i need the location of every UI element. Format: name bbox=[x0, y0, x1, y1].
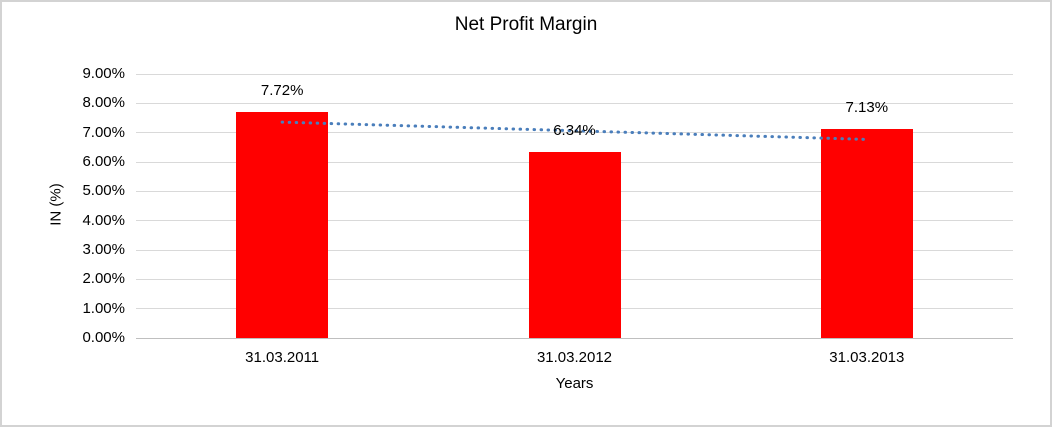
y-tick-label: 5.00% bbox=[82, 182, 125, 200]
y-tick-label: 4.00% bbox=[82, 211, 125, 229]
y-tick-label: 9.00% bbox=[82, 65, 125, 82]
y-tick-label: 3.00% bbox=[82, 241, 125, 258]
gridline bbox=[136, 132, 1013, 134]
y-tick-label: 2.00% bbox=[82, 270, 125, 288]
y-tick-label: 1.00% bbox=[82, 299, 125, 317]
x-tick-label: 31.03.2012 bbox=[536, 349, 613, 366]
y-tick-label: 8.00% bbox=[82, 94, 125, 112]
trendline bbox=[280, 120, 869, 141]
y-tick-label: 7.00% bbox=[82, 123, 125, 141]
x-axis-line bbox=[136, 337, 1013, 339]
data-label: 6.34% bbox=[553, 122, 596, 140]
bar bbox=[528, 152, 621, 338]
data-label: 7.13% bbox=[845, 98, 889, 116]
gridline bbox=[136, 102, 1013, 104]
trendline-path bbox=[280, 120, 869, 141]
bar bbox=[820, 128, 913, 338]
x-axis-title: Years bbox=[555, 375, 594, 392]
gridline bbox=[136, 73, 1013, 75]
plot-area: 7.72% 6.34% 7.13% bbox=[136, 73, 1013, 339]
x-tick-label: 31.03.2011 bbox=[245, 349, 320, 366]
bar bbox=[236, 111, 329, 338]
data-label: 7.72% bbox=[260, 81, 304, 99]
x-tick-label: 31.03.2013 bbox=[829, 349, 905, 366]
y-tick-label: 0.00% bbox=[82, 329, 125, 346]
chart-title: Net Profit Margin bbox=[454, 14, 598, 35]
y-tick-label: 6.00% bbox=[82, 153, 125, 170]
